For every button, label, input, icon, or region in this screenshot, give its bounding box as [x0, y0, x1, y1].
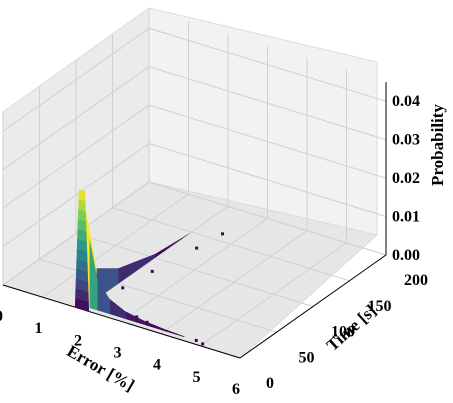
scatter-point	[121, 286, 125, 290]
scatter-point	[221, 232, 224, 236]
peak-band	[77, 208, 87, 222]
scatter-point	[195, 246, 199, 250]
grid-line	[75, 233, 314, 307]
peak-band	[77, 228, 87, 242]
scatter-point	[150, 269, 154, 273]
y-axis-line	[239, 254, 387, 359]
z-tick-label: 0.02	[392, 170, 420, 187]
peak-band	[76, 248, 88, 262]
scatter-point	[135, 315, 139, 319]
peak-band	[75, 287, 89, 302]
ridge-segment	[155, 232, 192, 258]
scatter-point	[201, 342, 205, 346]
grid-line	[2, 181, 387, 286]
peak-band	[76, 238, 88, 252]
x-tick-label: 6	[232, 381, 240, 398]
grid-line	[2, 143, 387, 247]
x-tick-label: 2	[74, 332, 82, 349]
axis-lines	[2, 82, 387, 359]
tail-segment	[144, 321, 165, 332]
x-axis-line	[2, 284, 241, 359]
tick-labels: 0 1 2 3 4 5 6 0 50 100 150 200 0.00 0.01 0.02 0.03 0.04	[0, 93, 428, 398]
z-tick-label: 0.01	[392, 209, 420, 226]
peak-band	[75, 277, 89, 292]
z-tick-label: 0.03	[392, 132, 420, 149]
peak-band	[78, 189, 86, 202]
y-tick-label: 100	[331, 324, 355, 341]
tail-segment	[89, 238, 98, 311]
tail-segment	[97, 279, 110, 315]
ridge-segment	[118, 253, 155, 284]
x-tick-label: 5	[193, 369, 201, 386]
x-tick-label: 1	[35, 320, 43, 337]
grid-line	[112, 207, 350, 282]
x-tick-label: 4	[153, 357, 161, 374]
scatter-point	[194, 338, 198, 342]
x-tick-label: 3	[114, 345, 122, 362]
z-tick-label: 0.00	[392, 247, 420, 264]
grid-line	[2, 104, 387, 209]
peak-band	[78, 199, 86, 212]
scatter-point	[145, 320, 149, 324]
z-axis-title: Probability	[428, 104, 447, 186]
y-tick-label: 50	[299, 349, 315, 366]
tail-segment	[125, 311, 145, 326]
z-tick-label: 0.04	[392, 93, 420, 110]
grid-line	[2, 66, 387, 171]
x-tick-label: 0	[0, 308, 3, 325]
peak-band	[77, 218, 87, 232]
y-tick-label: 0	[266, 375, 274, 392]
y-tick-label: 200	[404, 272, 428, 289]
data-marks	[74, 189, 224, 346]
peak-band	[74, 297, 90, 312]
grid-line	[2, 27, 387, 132]
x-axis-title: Error [%]	[64, 341, 138, 395]
tail-segment	[164, 329, 185, 338]
peak-band	[75, 267, 89, 282]
peak-band	[76, 257, 88, 272]
y-tick-label: 150	[368, 298, 392, 315]
tail-segment	[109, 298, 126, 319]
